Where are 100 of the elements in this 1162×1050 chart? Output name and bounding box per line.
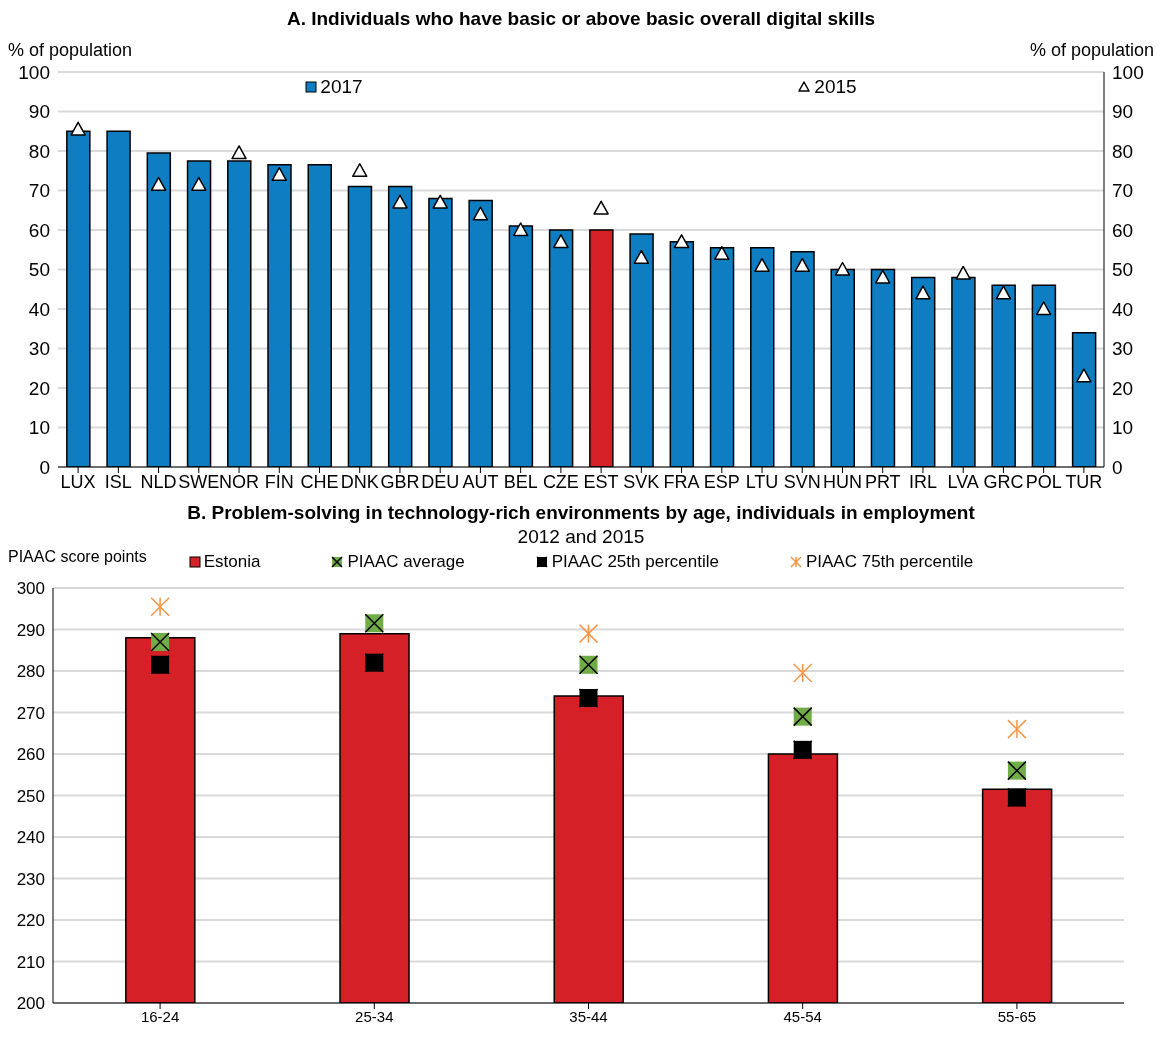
y2-tick-label: 100 (1112, 61, 1144, 83)
x-tick-label: HUN (823, 471, 862, 492)
legend-label: 2015 (814, 76, 857, 98)
x-tick-label: ESP (703, 471, 740, 492)
x-tick-label: 55-65 (997, 1007, 1037, 1025)
point (673, 234, 690, 249)
y-tick-label: 80 (28, 140, 50, 162)
point (1076, 368, 1092, 383)
x-tick-label: DNK (340, 471, 379, 492)
x-tick-label: LUX (60, 471, 96, 492)
legend-label: PIAAC average (347, 552, 465, 572)
point (150, 596, 170, 617)
y-tick-label: 300 (16, 579, 45, 599)
x-tick-label: 35-44 (569, 1007, 608, 1025)
y-axis-title: PIAAC score points (8, 548, 147, 566)
y2-tick-label: 70 (1112, 180, 1134, 202)
x-tick-label: NLD (140, 471, 177, 492)
chart-title: B. Problem-solving in technology-rich environments by age, individuals in employment (186, 502, 976, 525)
y-tick-label: 230 (16, 869, 45, 889)
y-tick-label: 220 (16, 911, 45, 931)
x-tick-label: FIN (264, 471, 294, 492)
y-tick-label: 290 (16, 620, 45, 640)
x-tick-label: LTU (745, 471, 779, 492)
point (578, 623, 599, 644)
y-tick-label: 10 (28, 417, 50, 439)
y2-tick-label: 10 (1112, 417, 1134, 439)
y-tick-label: 40 (28, 298, 50, 320)
point (271, 166, 288, 182)
y2-tick-label: 30 (1112, 338, 1134, 360)
y-tick-label: 20 (28, 377, 50, 399)
x-tick-label: SWE (178, 471, 220, 492)
x-tick-label: 16-24 (140, 1007, 180, 1025)
x-tick-label: SVN (783, 471, 821, 492)
x-tick-label: TUR (1065, 471, 1103, 492)
point (995, 285, 1012, 300)
y-tick-label: 270 (16, 703, 45, 723)
point (70, 121, 86, 136)
legend-label: PIAAC 75th percentile (805, 552, 974, 572)
x-tick-label: GRC (983, 471, 1024, 492)
y-tick-label: 100 (18, 61, 50, 83)
x-tick-label: BEL (503, 471, 538, 492)
point (553, 234, 569, 249)
y-tick-label: 210 (16, 952, 45, 972)
point (633, 249, 650, 264)
point (512, 222, 529, 237)
legend-label: 2017 (320, 76, 363, 98)
x-tick-label: GBR (380, 471, 420, 492)
y2-tick-label: 0 (1112, 456, 1123, 478)
point (231, 145, 247, 160)
point (834, 261, 851, 276)
point (1035, 301, 1052, 316)
point (874, 269, 891, 284)
point (915, 285, 931, 300)
point (472, 206, 489, 221)
x-tick-label: EST (583, 471, 619, 492)
point (392, 194, 408, 209)
x-tick-label: SVK (623, 471, 660, 492)
x-tick-label: ISL (104, 471, 132, 492)
x-tick-label: 25-34 (355, 1007, 394, 1025)
y-tick-label: 240 (16, 828, 45, 848)
point (792, 663, 813, 683)
y2-tick-label: 90 (1112, 101, 1134, 123)
point (714, 245, 730, 261)
x-tick-label: CZE (542, 471, 579, 492)
x-tick-label: IRL (908, 471, 937, 492)
x-tick-label: LVA (947, 471, 979, 492)
y-axis-title: % of population (8, 40, 133, 61)
x-tick-label: PRT (864, 471, 901, 492)
point (351, 163, 368, 178)
legend-label: Estonia (203, 552, 261, 572)
y-tick-label: 30 (28, 338, 50, 360)
y2-axis-title: % of population (1029, 40, 1154, 61)
y2-tick-label: 60 (1112, 219, 1134, 241)
y-tick-label: 70 (28, 180, 50, 202)
chart-subtitle: 2012 and 2015 (516, 526, 646, 548)
x-tick-label: FRA (663, 471, 700, 492)
y2-tick-label: 20 (1112, 377, 1134, 399)
point (150, 176, 167, 191)
point (191, 176, 207, 191)
y-tick-label: 280 (16, 662, 45, 682)
point (1007, 719, 1027, 739)
y-tick-label: 0 (39, 456, 50, 478)
y2-tick-label: 80 (1112, 140, 1134, 162)
y-tick-label: 250 (16, 786, 45, 806)
x-tick-label: NOR (219, 471, 260, 492)
point (432, 194, 448, 209)
legend-label: PIAAC 25th percentile (551, 552, 719, 572)
y2-tick-label: 40 (1112, 298, 1134, 320)
point (754, 257, 770, 272)
x-tick-label: CHE (300, 471, 339, 492)
x-tick-label: 45-54 (783, 1007, 822, 1025)
y-tick-label: 60 (28, 219, 50, 241)
x-tick-label: POL (1025, 471, 1062, 492)
y-tick-label: 260 (16, 745, 45, 765)
chart-title: A. Individuals who have basic or above basic overall digital skills (285, 8, 877, 31)
x-tick-label: AUT (462, 471, 499, 492)
y-tick-label: 50 (28, 259, 50, 281)
x-tick-label: DEU (421, 471, 460, 492)
y-tick-label: 200 (16, 994, 45, 1014)
point (955, 265, 971, 280)
